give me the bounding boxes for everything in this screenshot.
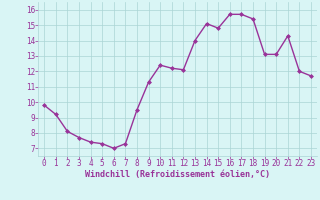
- X-axis label: Windchill (Refroidissement éolien,°C): Windchill (Refroidissement éolien,°C): [85, 170, 270, 179]
